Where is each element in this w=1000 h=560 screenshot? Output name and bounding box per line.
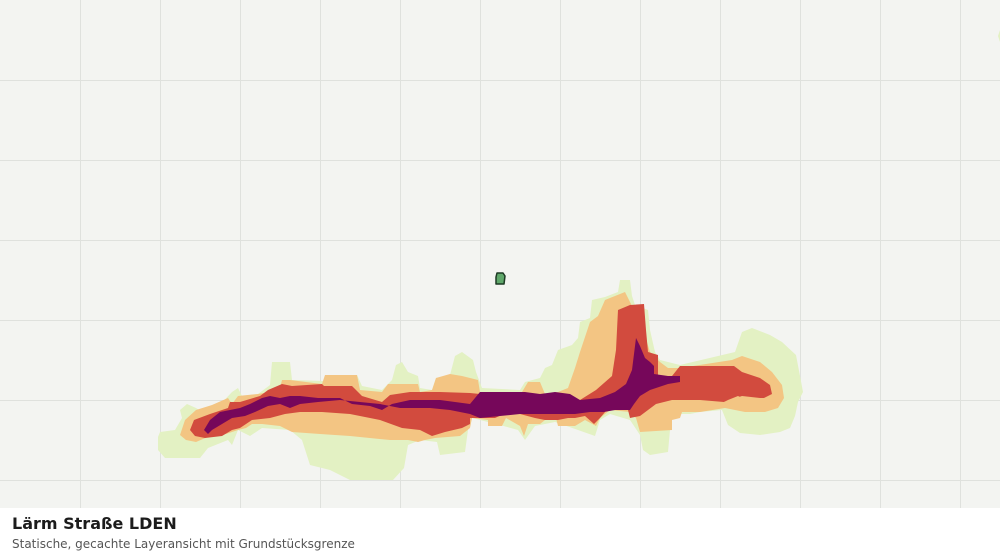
map-caption: Lärm Straße LDEN Statische, gecachte Lay… [0,508,1000,560]
noise-band-high [204,338,680,434]
layer-title: Lärm Straße LDEN [12,514,177,533]
parcel-boundary[interactable] [495,272,506,285]
layer-subtitle: Statische, gecachte Layeransicht mit Gru… [12,537,355,551]
map-grid [0,0,1000,508]
map-canvas [0,0,1000,508]
noise-band-inner-curve [724,396,764,410]
noise-map[interactable] [0,0,1000,508]
